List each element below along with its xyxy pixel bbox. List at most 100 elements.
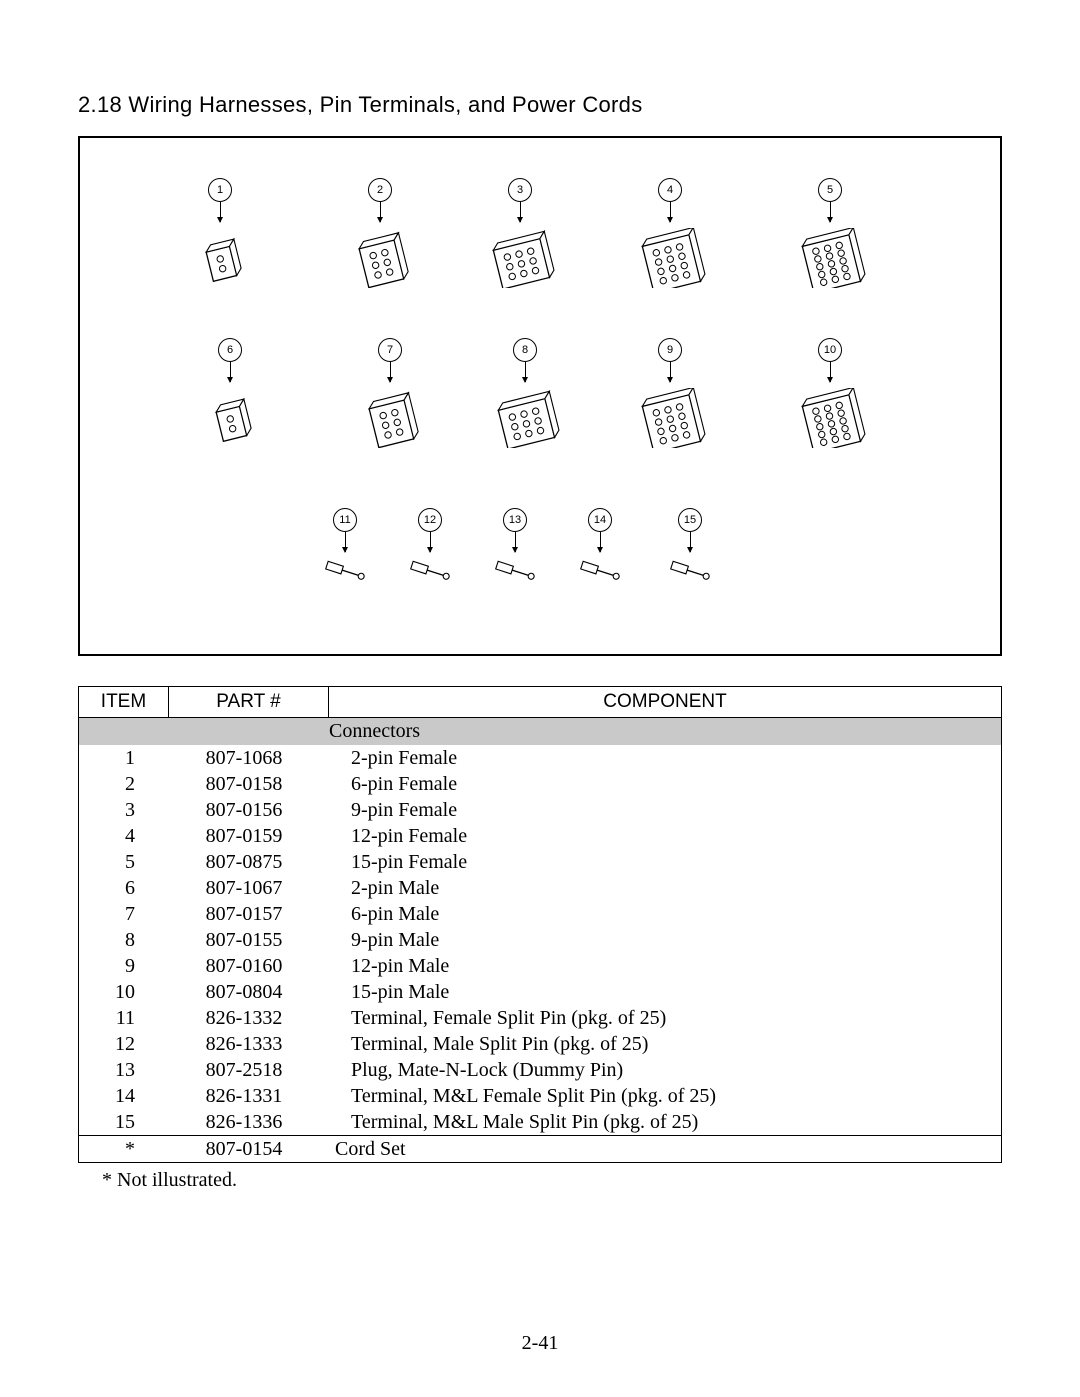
figure-item-9: 9 [630,338,710,448]
cell-component: 2-pin Male [329,875,1001,901]
col-header-part: PART # [169,687,329,717]
cell-component: 12-pin Male [329,953,1001,979]
table-row: 4807-015912-pin Female [79,823,1001,849]
footnote: * Not illustrated. [78,1169,1002,1192]
leader-line [390,362,391,382]
balloon-9: 9 [658,338,682,362]
cell-item: 1 [79,745,169,771]
leader-line [220,202,221,222]
balloon-2: 2 [368,178,392,202]
terminal-icon-12 [405,558,455,588]
table-row: 12826-1333Terminal, Male Split Pin (pkg.… [79,1031,1001,1057]
table-header: ITEM PART # COMPONENT [79,687,1001,718]
cell-part: 807-0158 [169,771,329,797]
figure-item-15: 15 [665,508,715,588]
cell-component: 12-pin Female [329,823,1001,849]
cell-component: Terminal, M&L Female Split Pin (pkg. of … [329,1083,1001,1109]
leader-line [600,532,601,552]
balloon-4: 4 [658,178,682,202]
cell-item: 13 [79,1057,169,1083]
balloon-10: 10 [818,338,842,362]
cell-part: 807-0156 [169,797,329,823]
figure-item-12: 12 [405,508,455,588]
cell-item: 11 [79,1005,169,1031]
balloon-14: 14 [588,508,612,532]
balloon-8: 8 [513,338,537,362]
connector-icon-10 [790,388,870,448]
balloon-7: 7 [378,338,402,362]
cell-component: 6-pin Male [329,901,1001,927]
terminal-icon-11 [320,558,370,588]
balloon-1: 1 [208,178,232,202]
cell-part: 807-0154 [169,1136,329,1162]
col-header-component: COMPONENT [329,687,1001,717]
connector-icon-9 [630,388,710,448]
cell-part: 807-1068 [169,745,329,771]
cell-part: 807-0160 [169,953,329,979]
figure-item-6: 6 [190,338,270,448]
table-row: 9807-016012-pin Male [79,953,1001,979]
col-header-item: ITEM [79,687,169,717]
connector-icon-2 [340,228,420,288]
cell-component: 15-pin Male [329,979,1001,1005]
table-row: 8807-01559-pin Male [79,927,1001,953]
cell-component: Cord Set [329,1136,1001,1162]
table-row-last: * 807-0154 Cord Set [79,1135,1001,1162]
connector-icon-6 [190,388,270,448]
cell-part: 807-0804 [169,979,329,1005]
connector-icon-4 [630,228,710,288]
leader-line [690,532,691,552]
connector-icon-5 [790,228,870,288]
figure-frame: 1 2 3 4 5 [78,136,1002,656]
table-row: 7807-01576-pin Male [79,901,1001,927]
figure-item-1: 1 [180,178,260,288]
connector-icon-7 [350,388,430,448]
leader-line [670,202,671,222]
cell-component: Plug, Mate-N-Lock (Dummy Pin) [329,1057,1001,1083]
cell-item: 14 [79,1083,169,1109]
terminal-icon-15 [665,558,715,588]
cell-item: 4 [79,823,169,849]
terminal-icon-13 [490,558,540,588]
cell-item: 2 [79,771,169,797]
cell-part: 826-1333 [169,1031,329,1057]
balloon-15: 15 [678,508,702,532]
balloon-3: 3 [508,178,532,202]
figure-item-4: 4 [630,178,710,288]
figure-item-3: 3 [480,178,560,288]
cell-part: 807-0155 [169,927,329,953]
figure-item-5: 5 [790,178,870,288]
connector-icon-3 [480,228,560,288]
figure-item-8: 8 [485,338,565,448]
figure-inner: 1 2 3 4 5 [120,168,960,624]
leader-line [670,362,671,382]
cell-item: 9 [79,953,169,979]
cell-item: 3 [79,797,169,823]
figure-item-7: 7 [350,338,430,448]
leader-line [515,532,516,552]
table-row: 1807-10682-pin Female [79,745,1001,771]
leader-line [520,202,521,222]
table-body: 1807-10682-pin Female2807-01586-pin Fema… [79,745,1001,1135]
cell-item: 10 [79,979,169,1005]
cell-component: 15-pin Female [329,849,1001,875]
leader-line [380,202,381,222]
page: 2.18 Wiring Harnesses, Pin Terminals, an… [0,0,1080,1397]
cell-part: 807-2518 [169,1057,329,1083]
cell-part: 807-0159 [169,823,329,849]
cell-item: 15 [79,1109,169,1135]
cell-part: 826-1336 [169,1109,329,1135]
section-title: 2.18 Wiring Harnesses, Pin Terminals, an… [78,92,1002,118]
cell-item: 8 [79,927,169,953]
cell-component: 9-pin Female [329,797,1001,823]
table-row: 6807-10672-pin Male [79,875,1001,901]
cell-component: 2-pin Female [329,745,1001,771]
figure-item-13: 13 [490,508,540,588]
balloon-13: 13 [503,508,527,532]
cell-part: 807-0157 [169,901,329,927]
figure-item-2: 2 [340,178,420,288]
leader-line [830,362,831,382]
cell-component: 9-pin Male [329,927,1001,953]
leader-line [345,532,346,552]
cell-item: 7 [79,901,169,927]
